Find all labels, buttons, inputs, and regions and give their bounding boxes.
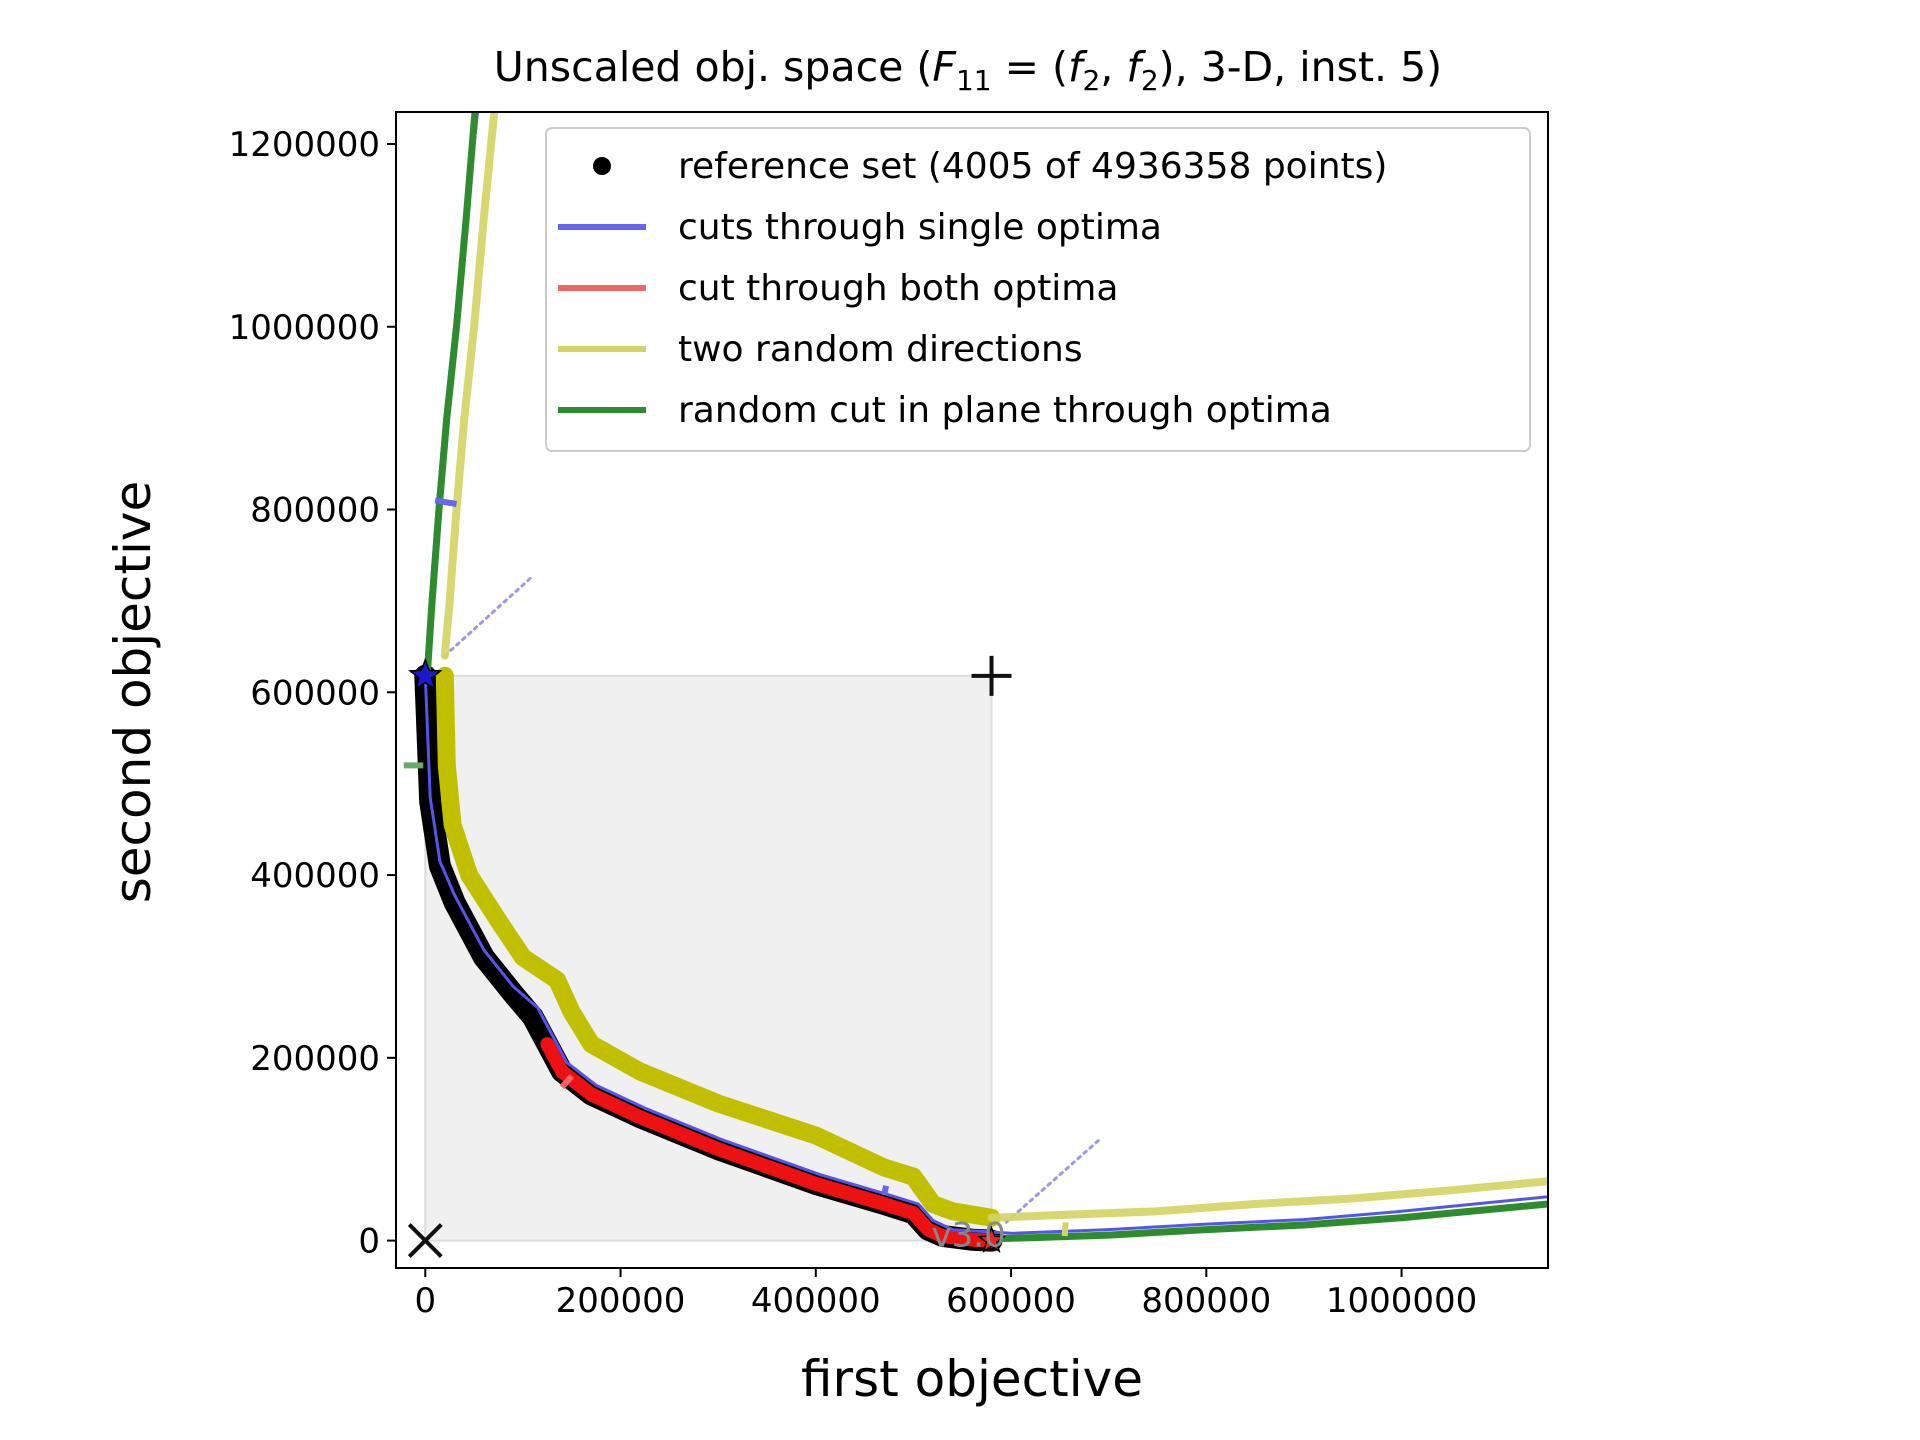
series-line-random-directions-2-7 xyxy=(440,112,499,660)
plot-frame xyxy=(395,111,1549,1269)
y-tick-label-2: 400000 xyxy=(250,856,380,896)
x-tick-label-2: 400000 xyxy=(751,1281,881,1321)
legend-box xyxy=(545,127,1531,452)
y-axis-ticks: 0 200000 400000 600000 800000 1000000 1200000 xyxy=(229,125,396,1262)
legend-label-3: two random directions xyxy=(678,329,1083,370)
segment-marker-0 xyxy=(434,497,457,507)
x-tick-label-1: 200000 xyxy=(556,1281,686,1321)
y-tick-label-5: 1000000 xyxy=(229,308,380,348)
legend-label-0: reference set (4005 of 4936358 points) xyxy=(678,146,1387,187)
legend-marker-dot-0 xyxy=(593,157,611,175)
segment-marker-2 xyxy=(559,1074,574,1090)
segment-marker-3 xyxy=(881,1185,890,1196)
optimum-1-star xyxy=(408,657,443,691)
y-axis-label: second objective xyxy=(104,481,162,904)
x-axis-label: first objective xyxy=(801,1350,1143,1408)
legend-label-1: cuts through single optima xyxy=(678,207,1162,248)
x-tick-label-4: 800000 xyxy=(1141,1281,1271,1321)
nadir-point-marker xyxy=(971,655,1012,696)
dotted-direction-line-1 xyxy=(1004,1138,1101,1224)
series-line-single-optimum-cut-1-2 xyxy=(423,674,1548,1235)
series-line-random-plane-cut-4 xyxy=(988,1200,1548,1243)
series-line-random-directions-1-6 xyxy=(435,666,1001,1227)
legend-label-4: random cut in plane through optima xyxy=(678,390,1332,431)
y-tick-label-0: 0 xyxy=(358,1222,380,1262)
ideal-point-marker xyxy=(407,1223,443,1258)
x-axis-ticks: 0 200000 400000 600000 800000 1000000 xyxy=(414,1268,1477,1321)
legend-label-2: cut through both optima xyxy=(678,268,1118,309)
series-line-both-optima-cut-1 xyxy=(540,1037,999,1248)
series-line-random-directions-3-8 xyxy=(987,1177,1548,1222)
y-tick-label-1: 200000 xyxy=(250,1039,380,1079)
x-tick-label-5: 1000000 xyxy=(1326,1281,1477,1321)
chart-title: Unscaled obj. space (F11 = (f2, f2), 3-D… xyxy=(494,43,1442,97)
x-tick-label-3: 600000 xyxy=(946,1281,1076,1321)
x-tick-label-0: 0 xyxy=(414,1281,436,1321)
y-tick-label-3: 600000 xyxy=(250,673,380,713)
plot-area: v3.0 xyxy=(403,112,1548,1258)
version-label: v3.0 xyxy=(932,1216,1006,1256)
legend: reference set (4005 of 4936358 points) cu… xyxy=(545,127,1531,452)
segment-marker-4 xyxy=(1061,1222,1069,1237)
optimum-2-star xyxy=(977,1225,1006,1253)
y-tick-label-6: 1200000 xyxy=(229,125,380,165)
y-tick-label-4: 800000 xyxy=(250,491,380,531)
series-line-random-plane-cut-5 xyxy=(423,112,479,680)
dotted-direction-line-0 xyxy=(443,574,535,658)
